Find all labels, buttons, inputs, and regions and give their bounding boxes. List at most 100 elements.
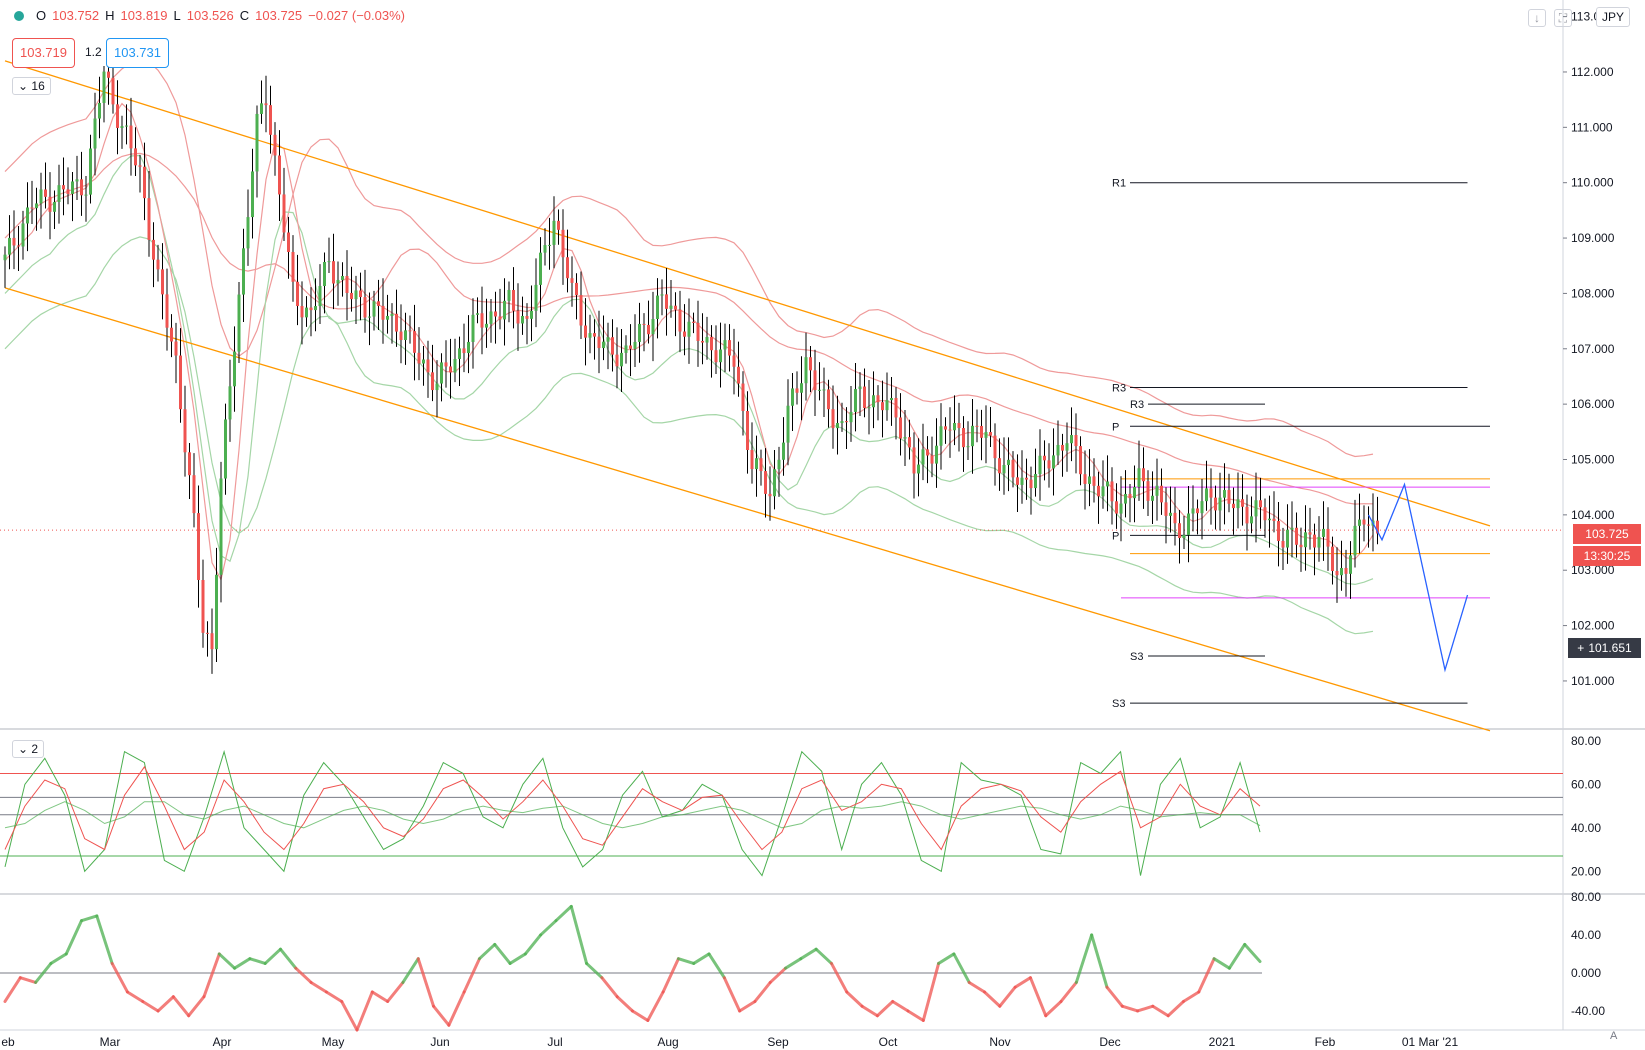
candle: [660, 279, 664, 316]
candle-body: [566, 257, 569, 279]
candle: [1326, 507, 1330, 571]
candle: [606, 322, 610, 370]
candle-body: [656, 295, 659, 320]
candle-body: [903, 437, 907, 439]
candle-body: [516, 310, 520, 324]
candle: [656, 278, 659, 339]
candle-body: [210, 633, 214, 650]
auto-scale-button[interactable]: A: [1610, 1030, 1618, 1042]
candle-body: [917, 464, 920, 474]
sell-button[interactable]: 103.719: [12, 38, 75, 68]
buy-button[interactable]: 103.731: [106, 38, 169, 68]
y-tick-label: 108.000: [1571, 286, 1615, 300]
osc-y-tick-label: 40.00: [1571, 821, 1601, 835]
candle: [849, 386, 853, 442]
fullscreen-icon[interactable]: ⛶: [1554, 9, 1572, 27]
candle: [323, 252, 326, 314]
y-tick-label: 110.000: [1571, 176, 1614, 190]
candle: [818, 362, 821, 401]
candle-body: [1326, 528, 1330, 547]
countdown-tag: 13:30:25: [1573, 546, 1641, 566]
candle-body: [534, 284, 538, 311]
candle-body: [980, 425, 983, 438]
y-tick-label: 101.000: [1571, 674, 1615, 688]
candle-body: [624, 345, 628, 353]
x-tick-label: Apr: [213, 1035, 232, 1049]
candle-body: [935, 445, 938, 464]
candle: [732, 328, 736, 395]
indicators-collapse-button[interactable]: ⌄ 16: [12, 77, 51, 95]
candle: [53, 190, 56, 230]
currency-selector[interactable]: JPY: [1596, 7, 1631, 27]
lower-band-line: [4, 236, 1374, 635]
candle-body: [957, 422, 961, 429]
candle-body: [1043, 455, 1046, 461]
candle-body: [692, 321, 695, 323]
mom-y-tick-label: 40.00: [1571, 928, 1601, 942]
plus-crosshair-icon[interactable]: +: [1577, 641, 1585, 655]
candle: [1268, 495, 1271, 548]
x-tick-label: 01 Mar '21: [1402, 1035, 1459, 1049]
candle: [147, 170, 151, 257]
candle: [1020, 450, 1024, 504]
candle-body: [1173, 512, 1177, 524]
candle: [872, 371, 875, 429]
candle: [1002, 437, 1006, 495]
mom-segment: [263, 947, 282, 965]
candle-body: [872, 395, 875, 408]
candle: [1232, 487, 1235, 535]
candle-body: [521, 315, 524, 324]
candle: [368, 292, 371, 346]
candle-body: [1277, 521, 1280, 541]
candle: [440, 353, 443, 402]
mom-segment: [1227, 942, 1247, 970]
mom-segment: [233, 957, 252, 970]
candle: [89, 134, 92, 204]
candle-body: [179, 355, 182, 410]
candle: [354, 275, 358, 325]
candle-body: [305, 307, 308, 318]
candle: [1308, 507, 1312, 550]
candle: [350, 266, 353, 312]
candle-body: [386, 315, 389, 320]
mom-segment: [416, 957, 436, 1008]
candle: [1074, 413, 1078, 474]
candle-body: [674, 305, 677, 310]
candle: [741, 371, 745, 436]
candle: [417, 327, 421, 381]
candle-body: [1070, 435, 1073, 444]
candle-body: [1272, 518, 1276, 522]
candle-body: [665, 294, 668, 309]
candle: [1299, 527, 1303, 572]
candle: [831, 385, 835, 449]
candle-body: [147, 198, 151, 240]
oscillator-collapse-button[interactable]: ⌄ 2: [12, 740, 45, 758]
candle-body: [1236, 499, 1240, 509]
mom-segment: [294, 966, 313, 984]
candle-body: [1232, 503, 1235, 509]
candle: [800, 356, 803, 421]
candle-body: [480, 313, 484, 328]
candle: [66, 167, 70, 205]
candle: [1331, 536, 1334, 585]
candle-body: [1317, 536, 1321, 548]
candle-body: [831, 409, 835, 429]
candle-body: [557, 220, 560, 230]
mom-y-tick-label: 0.000: [1571, 966, 1601, 980]
y-tick-label: 102.000: [1571, 619, 1615, 633]
arrow-down-icon[interactable]: ↓: [1528, 9, 1546, 27]
candle-body: [1299, 544, 1303, 548]
candle-body: [201, 580, 205, 633]
candle-body: [260, 103, 263, 114]
candle: [3, 246, 7, 288]
candle-body: [399, 331, 403, 341]
candle: [26, 182, 29, 252]
candle-body: [818, 389, 821, 391]
candle: [1200, 478, 1204, 540]
x-tick-label: Oct: [879, 1035, 898, 1049]
candle: [926, 436, 929, 484]
candle: [1160, 468, 1163, 515]
candle: [1182, 515, 1186, 550]
candle-body: [921, 449, 925, 465]
